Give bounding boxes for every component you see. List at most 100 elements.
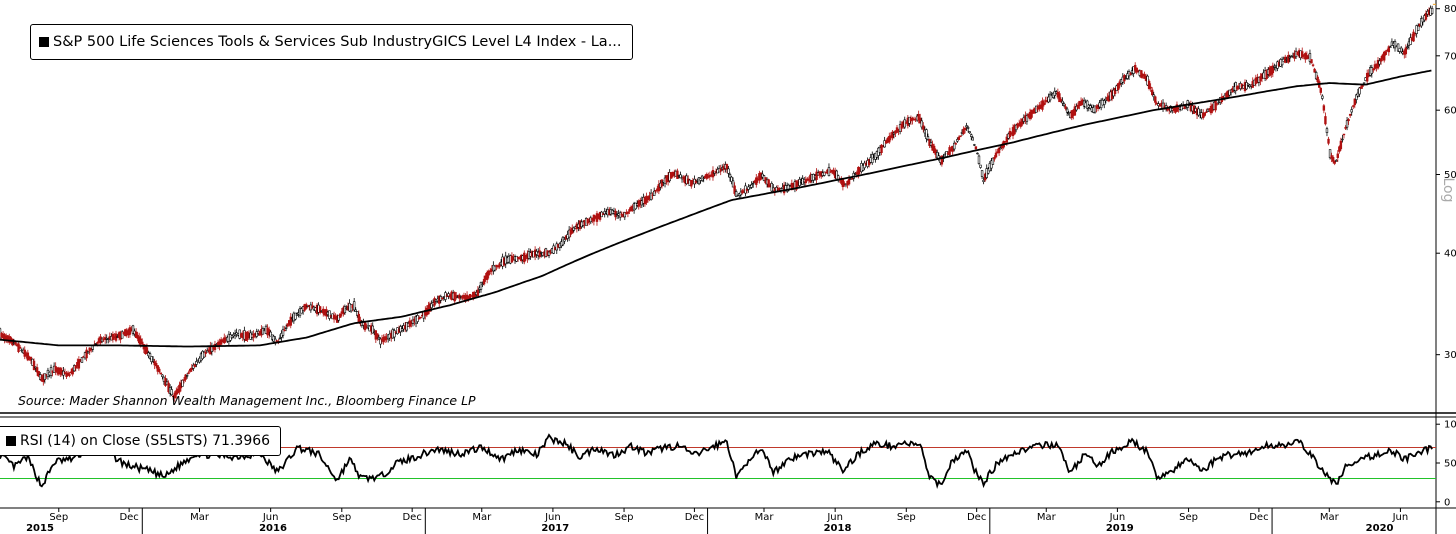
candle-body <box>1245 82 1248 90</box>
candle-body <box>1404 47 1408 55</box>
candle-body <box>1356 92 1360 97</box>
candle-body <box>733 185 736 194</box>
candle-body <box>963 127 967 131</box>
candle-body <box>1313 68 1316 73</box>
x-month-label: Sep <box>615 512 634 523</box>
candle-body <box>739 191 743 196</box>
candle-body <box>455 295 458 297</box>
candle-body <box>181 379 184 387</box>
candle-body <box>835 170 838 180</box>
candle-body <box>572 227 575 231</box>
candle-body <box>679 174 682 179</box>
candle-body <box>1370 67 1374 74</box>
candle-body <box>11 338 14 346</box>
candle-body <box>971 137 974 141</box>
candle-body <box>755 177 758 185</box>
candle-body <box>815 171 818 180</box>
candle-body <box>1154 96 1157 103</box>
candle-body <box>745 188 749 191</box>
candle-body <box>999 147 1002 150</box>
candle-body <box>991 157 995 165</box>
candle-body <box>690 180 693 187</box>
candle-body <box>1157 103 1160 107</box>
candle-body <box>433 298 436 306</box>
candle-body <box>980 170 984 177</box>
candle-body <box>1387 46 1391 53</box>
candle-body <box>1053 90 1056 96</box>
x-month-label: Jun <box>1109 512 1126 523</box>
candle-body <box>294 312 297 320</box>
candle-body <box>1116 83 1120 91</box>
candle-body <box>1228 89 1231 96</box>
candle-body <box>1379 58 1383 62</box>
candle-body <box>725 164 729 170</box>
rsi-legend-text: RSI (14) on Close (S5LSTS) 71.3966 <box>20 433 271 449</box>
candle-body <box>649 192 653 200</box>
candle-body <box>1331 157 1335 162</box>
price-y-tick-label: 500 <box>1444 170 1456 181</box>
candle-body <box>936 152 939 159</box>
candle-body <box>182 379 186 381</box>
x-month-label: Mar <box>1320 512 1340 523</box>
candle-body <box>1406 46 1409 48</box>
candle-body <box>1412 31 1415 42</box>
candle-body <box>1339 140 1343 150</box>
candle-body <box>131 325 135 334</box>
price-y-tick-label: 600 <box>1444 106 1456 117</box>
x-year-label: 2018 <box>824 523 852 534</box>
candle-body <box>91 345 94 350</box>
candle-body <box>178 384 181 393</box>
candle-body <box>1089 105 1092 109</box>
candle-body <box>1073 106 1077 116</box>
x-month-label: Sep <box>332 512 351 523</box>
candle-body <box>1129 72 1132 75</box>
candle-body <box>1361 85 1364 87</box>
candle-body <box>284 327 288 329</box>
candle-body <box>922 125 925 130</box>
candle-body <box>1062 103 1066 107</box>
candle-body <box>14 341 17 345</box>
x-year-label: 2015 <box>26 523 54 534</box>
candle-body <box>202 351 206 358</box>
candle-body <box>1324 116 1327 125</box>
candle-body <box>356 311 359 316</box>
candle-body <box>189 368 192 372</box>
candle-body <box>74 365 77 369</box>
candle-body <box>970 134 973 137</box>
candle-body <box>966 127 970 129</box>
candle-body <box>343 306 347 314</box>
candle-body <box>1093 105 1097 113</box>
x-axis: Sep Dec Mar Jun Sep Dec Mar Jun Sep Dec Mar Jun Sep D… <box>0 507 1456 534</box>
candle-body <box>538 250 541 258</box>
candle-body <box>891 131 894 139</box>
candle-body <box>400 328 404 331</box>
candle-body <box>1061 100 1064 104</box>
candle-body <box>145 347 149 354</box>
x-month-label: Jun <box>262 512 279 523</box>
price-y-tick-label: 700 <box>1444 51 1456 62</box>
candle-body <box>770 183 773 192</box>
candle-body <box>1246 83 1250 86</box>
price-y-tick-label: 400 <box>1444 249 1456 260</box>
candle-body <box>767 179 770 188</box>
candle-body <box>1005 136 1009 143</box>
candle-body <box>516 256 520 259</box>
price-y-tick-label: 800 <box>1444 4 1456 15</box>
candle-body <box>1058 93 1061 103</box>
candle-body <box>1146 75 1149 86</box>
candle-body <box>973 144 976 146</box>
candle-body <box>66 372 70 376</box>
candle-body <box>430 303 433 309</box>
candle-body <box>352 301 356 311</box>
candle-body <box>32 360 36 371</box>
candle-body <box>18 346 22 349</box>
candle-body <box>295 313 299 316</box>
candle-body <box>1065 108 1069 113</box>
candle-body <box>96 342 99 344</box>
candle-body <box>1215 103 1219 105</box>
candle-body <box>1396 43 1400 52</box>
candle-body <box>473 292 477 298</box>
candle-body <box>925 129 928 140</box>
candle-body <box>1322 105 1326 111</box>
rsi-y-tick-label: 0 <box>1444 497 1450 508</box>
